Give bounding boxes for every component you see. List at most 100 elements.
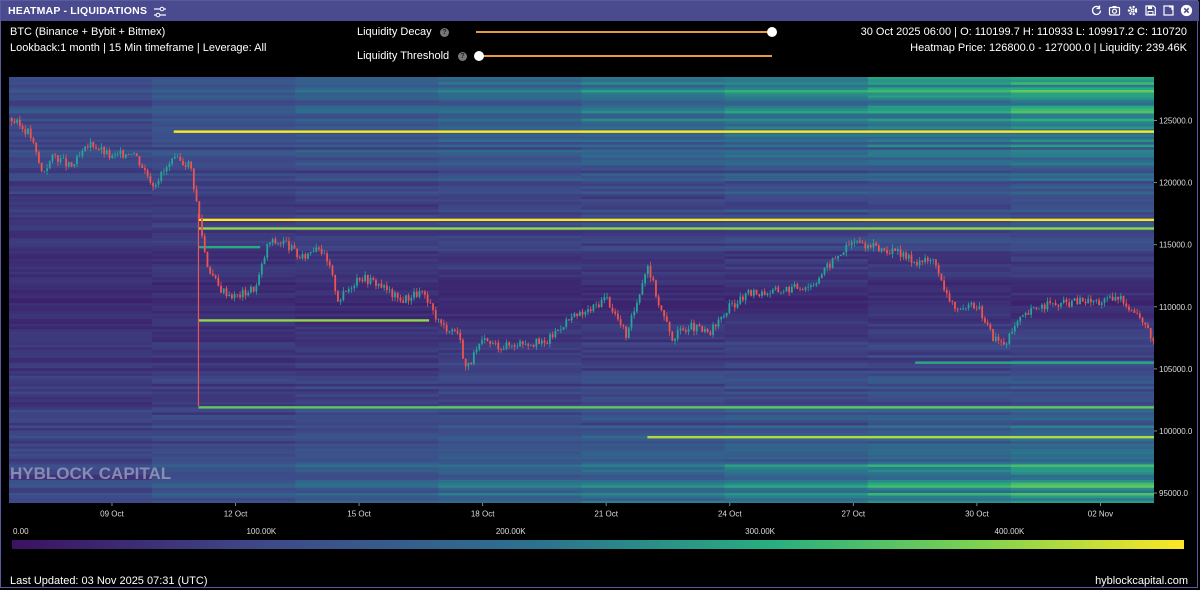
heatmap-cell bbox=[152, 152, 296, 156]
liquidity-decay-slider[interactable] bbox=[476, 31, 772, 33]
liquidity-threshold-handle[interactable] bbox=[474, 51, 484, 61]
threshold-help-icon[interactable]: ? bbox=[458, 52, 467, 61]
heatmap-cell bbox=[438, 82, 582, 86]
gear-icon[interactable] bbox=[1126, 4, 1139, 17]
heatmap-cell bbox=[9, 136, 153, 140]
heatmap-cell bbox=[438, 113, 582, 117]
heatmap-cell bbox=[438, 326, 582, 330]
heatmap-cell bbox=[724, 480, 869, 483]
heatmap-cell bbox=[1010, 352, 1154, 356]
heatmap-cell bbox=[724, 103, 869, 106]
heatmap-cell bbox=[1010, 331, 1154, 335]
heatmap-cell bbox=[295, 248, 439, 252]
heatmap-cell bbox=[867, 136, 1012, 140]
heatmap-cell bbox=[438, 253, 582, 257]
candle bbox=[220, 285, 222, 293]
candle bbox=[27, 128, 29, 134]
heatmap-cell bbox=[152, 469, 296, 473]
heatmap-cell bbox=[581, 110, 726, 114]
heatmap-cell bbox=[581, 451, 726, 455]
candle bbox=[695, 324, 698, 332]
heatmap-cell bbox=[438, 342, 582, 346]
candle bbox=[1152, 337, 1154, 342]
heatmap-cell bbox=[438, 357, 582, 361]
heatmap-cell bbox=[9, 162, 153, 166]
heatmap-cell bbox=[152, 79, 296, 83]
expand-icon[interactable] bbox=[1162, 4, 1175, 17]
heatmap-cell bbox=[438, 160, 582, 164]
close-icon[interactable] bbox=[1180, 4, 1193, 17]
heatmap-cell bbox=[438, 383, 582, 387]
candle bbox=[905, 252, 907, 259]
heatmap-cell bbox=[152, 344, 296, 348]
liquidity-threshold-slider[interactable] bbox=[479, 55, 772, 57]
heatmap-cell bbox=[295, 118, 439, 122]
liquidity-band bbox=[198, 245, 261, 249]
candle bbox=[467, 362, 470, 367]
decay-help-icon[interactable]: ? bbox=[440, 28, 449, 37]
heatmap-cell bbox=[581, 165, 726, 169]
heatmap-cell bbox=[438, 417, 582, 421]
heatmap-cell bbox=[867, 212, 1012, 216]
candle bbox=[133, 153, 135, 155]
liquidity-decay-handle[interactable] bbox=[767, 27, 777, 37]
save-icon[interactable] bbox=[1144, 4, 1157, 17]
heatmap-cell bbox=[1010, 370, 1154, 374]
heatmap-cell bbox=[1010, 500, 1154, 503]
heatmap-cell bbox=[9, 329, 153, 333]
heatmap-cell bbox=[438, 324, 582, 327]
heatmap-cell bbox=[438, 194, 582, 197]
liquidity-bands bbox=[173, 130, 1154, 439]
heatmap-cell bbox=[724, 295, 869, 299]
candle bbox=[448, 331, 451, 333]
x-tick-label: 12 Oct bbox=[224, 510, 248, 519]
heatmap-cell bbox=[9, 269, 153, 273]
heatmap-cell bbox=[9, 433, 153, 437]
candle bbox=[358, 278, 361, 280]
heatmap-cell bbox=[724, 134, 869, 138]
heatmap-cell bbox=[1010, 357, 1154, 361]
heatmap-cell bbox=[152, 342, 296, 346]
candle bbox=[929, 260, 932, 262]
candle bbox=[274, 239, 277, 244]
heatmap-cell bbox=[295, 256, 439, 260]
heatmap-cell bbox=[152, 266, 296, 270]
heatmap-cell bbox=[9, 363, 153, 366]
candle bbox=[211, 273, 214, 276]
heatmap-cell bbox=[9, 399, 153, 403]
heatmap-cell bbox=[724, 412, 869, 416]
candle bbox=[1103, 298, 1106, 303]
refresh-icon[interactable] bbox=[1090, 4, 1103, 17]
candle bbox=[76, 156, 78, 165]
heatmap-cell bbox=[9, 355, 153, 359]
heatmap-cell bbox=[724, 230, 869, 234]
heatmap-cell bbox=[867, 248, 1012, 252]
candle bbox=[385, 285, 388, 290]
candle bbox=[706, 329, 709, 333]
heatmap-cell bbox=[438, 186, 582, 190]
heatmap-cell bbox=[152, 425, 296, 429]
heatmap-cell bbox=[295, 90, 439, 93]
candle bbox=[935, 259, 937, 266]
heatmap-cell bbox=[867, 441, 1012, 444]
candle bbox=[921, 260, 924, 263]
heatmap-cell bbox=[581, 415, 726, 418]
settings-sliders-icon[interactable] bbox=[153, 5, 167, 18]
site-link[interactable]: hyblockcapital.com bbox=[1095, 575, 1188, 587]
candle bbox=[347, 288, 350, 292]
heatmap-cell bbox=[867, 303, 1012, 307]
candle bbox=[1111, 296, 1114, 301]
camera-icon[interactable] bbox=[1108, 4, 1121, 17]
y-tick-label: 100000.0 bbox=[1159, 427, 1193, 436]
heatmap-cell bbox=[724, 360, 869, 364]
heatmap-cell bbox=[295, 342, 439, 346]
candle bbox=[67, 162, 70, 167]
heatmap-cell bbox=[152, 480, 296, 483]
candle bbox=[967, 304, 970, 309]
candle bbox=[918, 260, 921, 266]
heatmap-cell bbox=[867, 277, 1012, 281]
heatmap-cell bbox=[9, 277, 153, 281]
candle bbox=[703, 329, 706, 332]
heatmap-cell bbox=[867, 186, 1012, 190]
candle bbox=[486, 338, 489, 342]
